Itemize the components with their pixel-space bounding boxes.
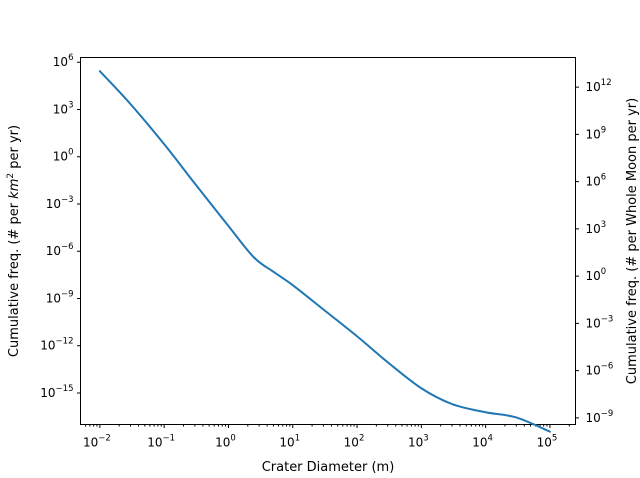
left-y-tick-label: 10−9 [46,289,74,305]
plot-frame [80,57,576,425]
right-y-tick-label-exponent: 9 [601,125,606,135]
x-tick-label: 10−2 [83,434,111,450]
right-y-tick-label-exponent: 6 [601,173,606,183]
right-y-tick-label: 103 [586,220,607,236]
left-y-tick-label-base: 10 [53,102,68,116]
left-y-axis-title-part1: Cumulative freq. (# per [7,199,22,357]
left-y-tick-label: 106 [53,53,74,69]
x-tick-label-exponent: 0 [230,434,235,444]
left-y-tick-label: 10−6 [46,242,74,258]
left-y-axis-title-part2: per yr) [7,125,22,173]
right-y-tick-label-exponent: −3 [601,314,614,324]
right-y-tick-label-base: 10 [586,127,601,141]
left-y-tick-label-exponent: −3 [61,195,74,205]
right-y-tick-label-base: 10 [586,269,601,283]
left-y-tick-label: 103 [53,100,74,116]
left-y-tick-label-exponent: 6 [68,53,73,63]
right-y-tick-label: 109 [586,125,607,141]
x-tick-label-exponent: 1 [295,434,300,444]
left-y-tick-label-exponent: 3 [68,100,73,110]
x-tick-label-base: 10 [344,436,359,450]
x-tick-label-base: 10 [472,436,487,450]
left-y-tick-label-base: 10 [53,55,68,69]
x-tick-label-exponent: −2 [98,434,111,444]
x-tick-label-base: 10 [408,436,423,450]
x-tick-label: 100 [215,434,236,450]
left-y-tick-label-base: 10 [46,244,61,258]
x-tick-label-exponent: 3 [423,434,428,444]
x-tick-label: 102 [344,434,365,450]
x-axis-title: Crater Diameter (m) [262,460,395,475]
series-line [98,70,551,433]
left-y-tick-label-base: 10 [40,386,55,400]
left-y-tick-label-base: 10 [40,339,55,353]
left-y-tick-label-exponent: −6 [61,242,74,252]
x-tick-label: 10−1 [147,434,175,450]
right-y-tick-label-exponent: 12 [601,78,612,88]
left-y-tick-label-exponent: 0 [68,148,73,158]
right-y-tick-label-base: 10 [586,411,601,425]
series-group [98,70,551,433]
right-y-tick-label: 106 [586,173,607,189]
x-tick-label: 104 [472,434,493,450]
right-y-tick-label-base: 10 [586,364,601,378]
left-y-tick-label: 10−12 [40,337,73,353]
left-y-tick-label-exponent: −9 [61,289,74,299]
right-y-tick-label-base: 10 [586,222,601,236]
left-y-axis-title-exponent: 2 [6,173,16,179]
left-y-tick-label-base: 10 [46,291,61,305]
right-y-axis-title: Cumulative freq. (# per Whole Moon per y… [625,98,640,384]
x-tick-label: 103 [408,434,429,450]
x-tick-label-base: 10 [279,436,294,450]
right-y-tick-label: 10−9 [586,409,614,425]
x-tick-label-exponent: 4 [488,434,493,444]
right-y-tick-label: 10−6 [586,362,614,378]
right-y-tick-label-exponent: −6 [601,362,614,372]
left-y-tick-label-base: 10 [46,197,61,211]
left-y-tick-label-base: 10 [53,150,68,164]
x-tick-label-exponent: 2 [359,434,364,444]
x-tick-label: 101 [279,434,300,450]
right-y-tick-label-exponent: −9 [601,409,614,419]
x-tick-label-exponent: −1 [163,434,176,444]
x-axis-ticks: 10−2 10−1 100 101 102 103 104 105 [83,424,570,450]
right-y-tick-label: 10−3 [586,314,614,330]
x-tick-label-exponent: 5 [552,434,557,444]
right-y-tick-label-base: 10 [586,80,601,94]
left-y-tick-label: 100 [53,148,74,164]
x-tick-label-base: 10 [215,436,230,450]
right-y-tick-label-exponent: 3 [601,220,606,230]
left-y-tick-label-exponent: −15 [56,384,74,394]
x-tick-label-base: 10 [147,436,162,450]
x-tick-label-base: 10 [83,436,98,450]
x-tick-label-base: 10 [537,436,552,450]
left-y-tick-label: 10−3 [46,195,74,211]
left-y-tick-label: 10−15 [40,384,73,400]
right-y-tick-label-exponent: 0 [601,267,606,277]
right-y-tick-label: 1012 [586,78,612,94]
left-y-axis-title-unit: km [7,179,22,199]
x-tick-label: 105 [537,434,558,450]
left-y-tick-label-exponent: −12 [56,337,74,347]
right-y-tick-label: 100 [586,267,607,283]
right-y-tick-label-base: 10 [586,316,601,330]
right-y-tick-label-base: 10 [586,175,601,189]
left-y-axis-title: Cumulative freq. (# per km2 per yr) [6,125,22,357]
